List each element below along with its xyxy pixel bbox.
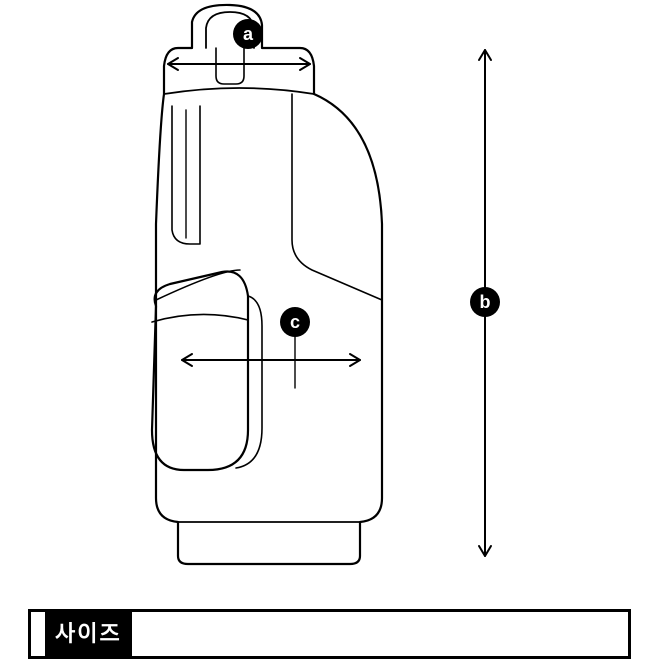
bag-collar	[164, 88, 314, 94]
marker-b: b	[470, 287, 500, 317]
marker-c: c	[280, 307, 310, 337]
bag-front-pocket	[152, 272, 248, 471]
marker-c-label: c	[290, 312, 300, 332]
marker-b-label: b	[480, 292, 491, 312]
marker-a: a	[233, 19, 263, 49]
bag-pocket-flap	[152, 314, 248, 322]
size-box: 사이즈	[28, 609, 631, 659]
bag-line-drawing	[0, 0, 659, 600]
diagram-stage: a c b 사이즈	[0, 0, 659, 659]
size-label: 사이즈	[45, 612, 132, 656]
bag-seam-vertical	[292, 94, 382, 300]
bag-top-slot	[216, 48, 244, 84]
marker-a-label: a	[243, 24, 253, 44]
dimension-arrows	[168, 50, 491, 556]
